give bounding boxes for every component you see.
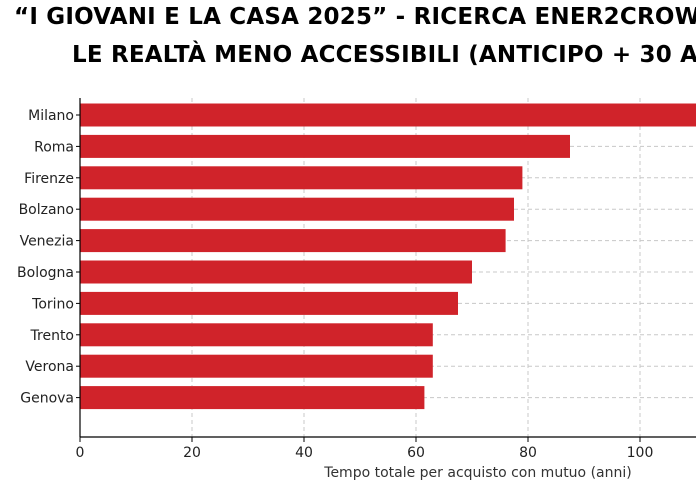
y-tick-label: Genova <box>20 391 74 407</box>
x-tick-label: 20 <box>183 445 201 461</box>
bars <box>80 103 696 410</box>
x-tick-label: 60 <box>407 445 425 461</box>
bar-bologna <box>80 260 472 284</box>
bar-genova <box>80 386 425 410</box>
x-tick-label: 40 <box>295 445 313 461</box>
bar-milano <box>80 103 696 127</box>
axis-labels: Milano Roma Firenze Bolzano Venezia Bologna To… <box>17 108 653 481</box>
y-tick-label: Torino <box>31 296 74 312</box>
bar-torino <box>80 291 458 315</box>
bar-venezia <box>80 229 506 253</box>
y-tick-label: Venezia <box>20 234 74 250</box>
bar-firenze <box>80 166 523 190</box>
title-line-2: LE REALTÀ MENO ACCESSIBILI (ANTICIPO + 3… <box>72 42 696 68</box>
x-axis-label: Tempo totale per acquisto con mutuo (ann… <box>323 465 631 481</box>
bar-bolzano <box>80 197 514 221</box>
y-tick-label: Bologna <box>17 265 74 281</box>
bar-verona <box>80 354 433 378</box>
chart-title: “I GIOVANI E LA CASA 2025” - RICERCA ENE… <box>0 0 696 80</box>
y-tick-label: Bolzano <box>19 202 74 218</box>
axes <box>76 98 696 442</box>
x-tick-label: 80 <box>519 445 537 461</box>
x-tick-label: 0 <box>76 445 85 461</box>
title-line-1: “I GIOVANI E LA CASA 2025” - RICERCA ENE… <box>14 4 696 30</box>
bar-roma <box>80 134 570 158</box>
y-tick-label: Firenze <box>24 171 74 187</box>
y-tick-label: Trento <box>30 328 74 344</box>
x-tick-label: 100 <box>627 445 654 461</box>
y-tick-label: Milano <box>28 108 74 124</box>
y-tick-label: Verona <box>25 359 74 375</box>
bar-trento <box>80 323 433 347</box>
y-tick-label: Roma <box>34 139 74 155</box>
